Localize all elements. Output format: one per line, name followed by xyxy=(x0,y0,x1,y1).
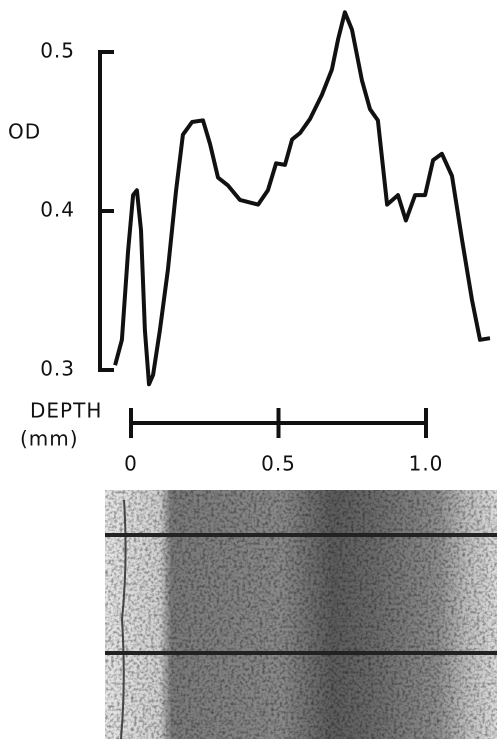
y-axis-label: OD xyxy=(8,120,41,144)
tissue-texture xyxy=(105,490,497,739)
od-trace xyxy=(113,10,491,387)
x-axis-label: DEPTH xyxy=(30,399,102,423)
y-tick-label: 0.5 xyxy=(40,39,75,63)
y-tick-label: 0.3 xyxy=(40,357,75,381)
x-tick-label: 0 xyxy=(124,452,138,476)
x-tick-label: 0.5 xyxy=(261,452,296,476)
y-tick-label: 0.4 xyxy=(40,198,75,222)
x-tick-label: 1.0 xyxy=(409,452,444,476)
x-axis-unit: (mm) xyxy=(20,427,79,451)
micrograph xyxy=(105,490,497,739)
